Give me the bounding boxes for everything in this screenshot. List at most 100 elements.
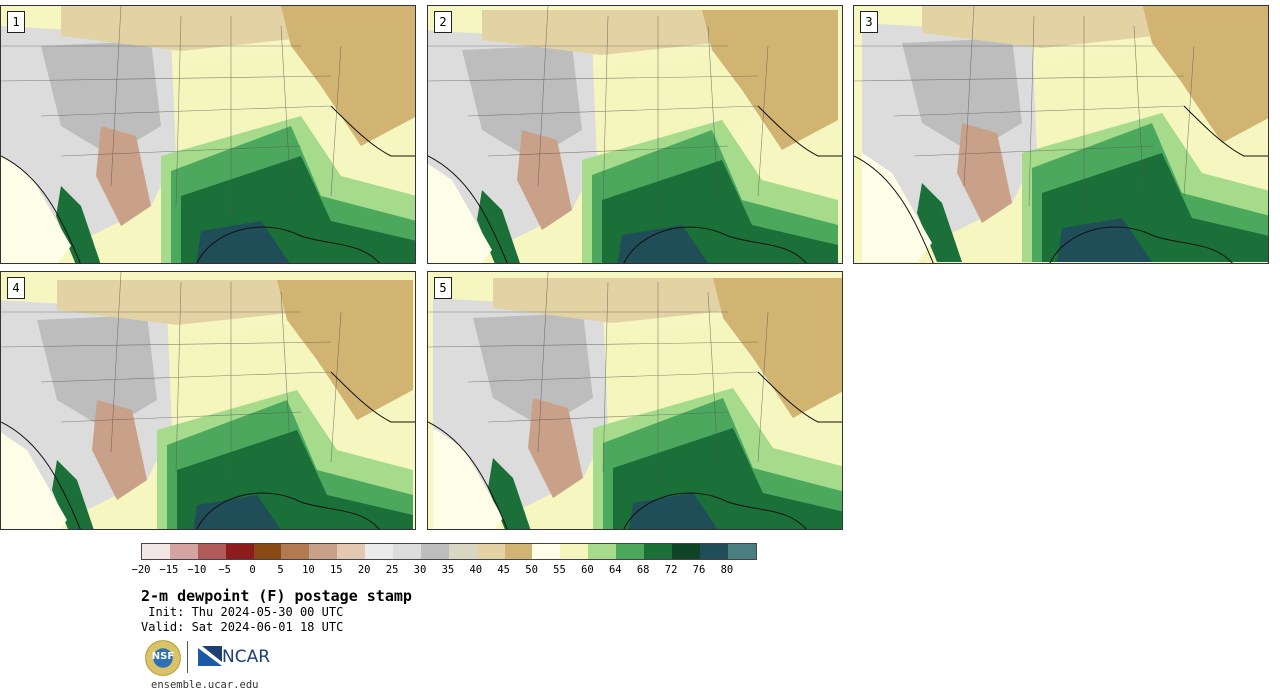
init-time: Init: Thu 2024-05-30 00 UTC <box>141 605 344 619</box>
colorbar-swatch <box>727 544 756 559</box>
colorbar-tick-label: 72 <box>664 564 678 576</box>
mexico-coast-green-region <box>52 460 94 529</box>
colorbar-swatch <box>309 544 338 559</box>
northeast-tan-region <box>277 280 413 420</box>
colorbar-swatch <box>448 544 477 559</box>
colorbar-tick-label: 50 <box>525 564 538 576</box>
colorbar-tick-label: 20 <box>357 564 371 576</box>
west-mid-gray-region <box>37 315 157 430</box>
rockies-brown-region <box>96 126 151 226</box>
member-number-label: 3 <box>860 11 878 33</box>
coastline <box>854 105 1268 263</box>
colorbar-swatch <box>644 544 672 559</box>
colorbar-tick-label: 25 <box>385 564 399 576</box>
northeast-tan-region <box>713 278 842 418</box>
state-boundaries <box>428 6 769 216</box>
northeast-tan-region <box>702 10 838 150</box>
colorbar-swatch <box>476 544 505 559</box>
ensemble-member-map: 1 <box>0 5 416 264</box>
ensemble-member-map: 2 <box>427 5 843 264</box>
ocean-pale-region <box>433 428 503 529</box>
colorbar-tick-label: 5 <box>277 564 284 576</box>
west-mid-gray-region <box>902 38 1022 153</box>
colorbar-swatch <box>560 544 589 559</box>
colorbar-tick-label: 35 <box>441 564 455 576</box>
ensemble-member-map: 5 <box>427 271 843 530</box>
member-number-label: 1 <box>7 11 25 33</box>
colorbar-tick-label: −10 <box>187 564 207 576</box>
coastline <box>428 105 842 263</box>
member-number-label: 5 <box>434 277 452 299</box>
nsf-logo-text: NSF <box>151 651 175 662</box>
colorbar-swatch <box>169 544 198 559</box>
northeast-tan-region <box>1142 6 1268 143</box>
colorbar-swatch <box>253 544 282 559</box>
colorbar-swatch <box>588 544 617 559</box>
state-boundaries <box>1 6 342 216</box>
colorbar-swatch <box>699 544 728 559</box>
north-tan-region <box>61 6 321 51</box>
member-number-label: 2 <box>434 11 452 33</box>
colorbar-tick-labels: −20 −15 −10 −5 0 5 10 15 20 25 30 35 40 45 50 55 60 64 68 7… <box>132 564 757 578</box>
mexico-coast-green-region <box>917 183 962 262</box>
colorbar-tick-label: 80 <box>720 564 734 576</box>
colorbar-tick-label: 64 <box>608 564 622 576</box>
colorbar-tick-label: 15 <box>329 564 343 576</box>
chart-title: 2-m dewpoint (F) postage stamp <box>141 587 412 605</box>
state-boundaries <box>1 272 342 482</box>
colorbar-tick-label: 30 <box>413 564 427 576</box>
colorbar-tick-label: 68 <box>636 564 650 576</box>
colorbar-tick-label: −5 <box>218 564 232 576</box>
colorbar-tick-label: 10 <box>302 564 315 576</box>
colorbar-swatch <box>365 544 394 559</box>
colorbar-swatch <box>281 544 310 559</box>
ncar-logo-icon <box>198 646 222 666</box>
west-mid-gray-region <box>462 45 582 160</box>
gulf-water-region <box>617 225 708 263</box>
colorbar-swatch <box>420 544 449 559</box>
coastline <box>428 371 842 529</box>
colorbar-tick-label: 0 <box>249 564 256 576</box>
colorbar-swatch <box>337 544 366 559</box>
rockies-brown-region <box>92 400 147 500</box>
colorbar-swatch <box>393 544 421 559</box>
site-url: ensemble.ucar.edu <box>151 679 259 691</box>
member-number-label: 4 <box>7 277 25 299</box>
rockies-brown-region <box>957 123 1012 223</box>
colorbar-tick-label: −20 <box>131 564 151 576</box>
dewpoint-map-graphic <box>1 272 415 529</box>
state-boundaries <box>428 272 769 482</box>
ocean-pale-region <box>1 156 71 263</box>
northeast-tan-region <box>281 6 415 146</box>
rockies-brown-region <box>517 130 572 230</box>
colorbar-tick-label: 40 <box>469 564 483 576</box>
gulf-water-region <box>1057 218 1152 262</box>
ncar-logo-text: NCAR <box>222 647 271 667</box>
ocean-pale-region <box>862 153 932 262</box>
rockies-brown-region <box>528 398 583 498</box>
north-tan-region <box>57 280 317 325</box>
colorbar-swatch <box>225 544 254 559</box>
colorbar-swatch <box>532 544 561 559</box>
ocean-pale-region <box>1 432 67 529</box>
dewpoint-map-graphic <box>854 6 1268 263</box>
dewpoint-map-graphic <box>428 272 842 529</box>
colorbar-tick-label: −15 <box>159 564 179 576</box>
ensemble-member-map: 3 <box>853 5 1269 264</box>
dewpoint-map-graphic <box>1 6 415 263</box>
colorbar-swatch <box>671 544 700 559</box>
colorbar-tick-label: 76 <box>692 564 706 576</box>
coastline <box>1 371 415 529</box>
colorbar-tick-label: 55 <box>553 564 566 576</box>
west-mid-gray-region <box>41 41 161 156</box>
logo-divider <box>187 641 188 673</box>
nsf-logo: NSF <box>145 640 181 676</box>
state-boundaries <box>854 6 1195 216</box>
colorbar-swatch <box>504 544 533 559</box>
gulf-water-region <box>196 221 290 263</box>
coastline <box>1 105 415 263</box>
ocean-pale-region <box>428 164 492 263</box>
north-tan-region <box>922 6 1182 48</box>
valid-time: Valid: Sat 2024-06-01 18 UTC <box>141 620 344 634</box>
dewpoint-map-graphic <box>428 6 842 263</box>
